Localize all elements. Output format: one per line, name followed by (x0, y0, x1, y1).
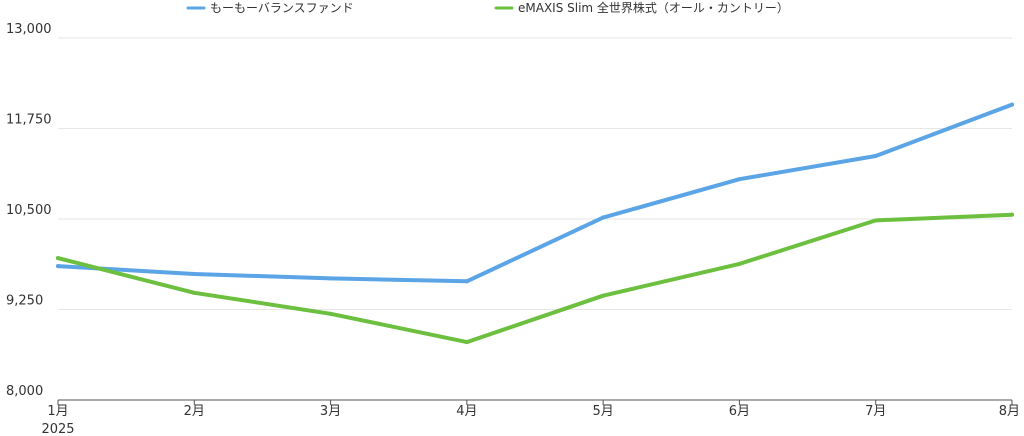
series-line-1 (56, 102, 1014, 284)
series-1-point (1010, 102, 1014, 107)
y-tick-label: 8,000 (6, 384, 43, 399)
x-tick-label: 2月 (184, 404, 205, 419)
series-2-point (737, 261, 742, 266)
series-1-point (601, 215, 606, 220)
series-2-point (464, 340, 469, 345)
series-1-point (464, 279, 469, 284)
grid-layer (58, 37, 1012, 310)
x-tick-label: 8月 (999, 404, 1020, 419)
x-tick-label: 7月 (865, 404, 886, 419)
axis-layer: 8,000 9,250 10,500 11,750 13,000 1月 2月 3月 4月 5月 6月… (6, 22, 1020, 436)
x-tick-label: 3月 (320, 404, 341, 419)
x-year-label: 2025 (41, 422, 74, 436)
series-2-point (873, 218, 878, 223)
legend-label-2: eMAXIS Slim 全世界株式（オール・カントリー） (518, 0, 789, 15)
y-tick-label: 11,750 (6, 113, 52, 128)
y-tick-label: 9,250 (6, 294, 43, 309)
series-2-point (601, 293, 606, 298)
x-tick-label: 5月 (593, 404, 614, 419)
series-1-point (737, 177, 742, 182)
x-tick-label: 1月 (47, 404, 68, 419)
x-tick-label: 6月 (729, 404, 750, 419)
series-1-point (56, 264, 60, 269)
y-tick-label: 10,500 (6, 203, 52, 218)
series-1-point (873, 154, 878, 159)
series-line-2 (56, 212, 1014, 345)
series-2-point (192, 290, 197, 295)
series-layer (56, 102, 1014, 345)
y-tick-label: 13,000 (6, 22, 52, 37)
legend-label-1: もーもーバランスファンド (210, 1, 354, 15)
x-tick-label: 4月 (456, 404, 477, 419)
series-1-point (192, 272, 197, 277)
series-2-point (56, 256, 60, 261)
legend: もーもーバランスファンド eMAXIS Slim 全世界株式（オール・カントリー） (186, 0, 789, 15)
series-2-point (1010, 212, 1014, 217)
series-1-point (328, 276, 333, 281)
series-2-point (328, 311, 333, 316)
